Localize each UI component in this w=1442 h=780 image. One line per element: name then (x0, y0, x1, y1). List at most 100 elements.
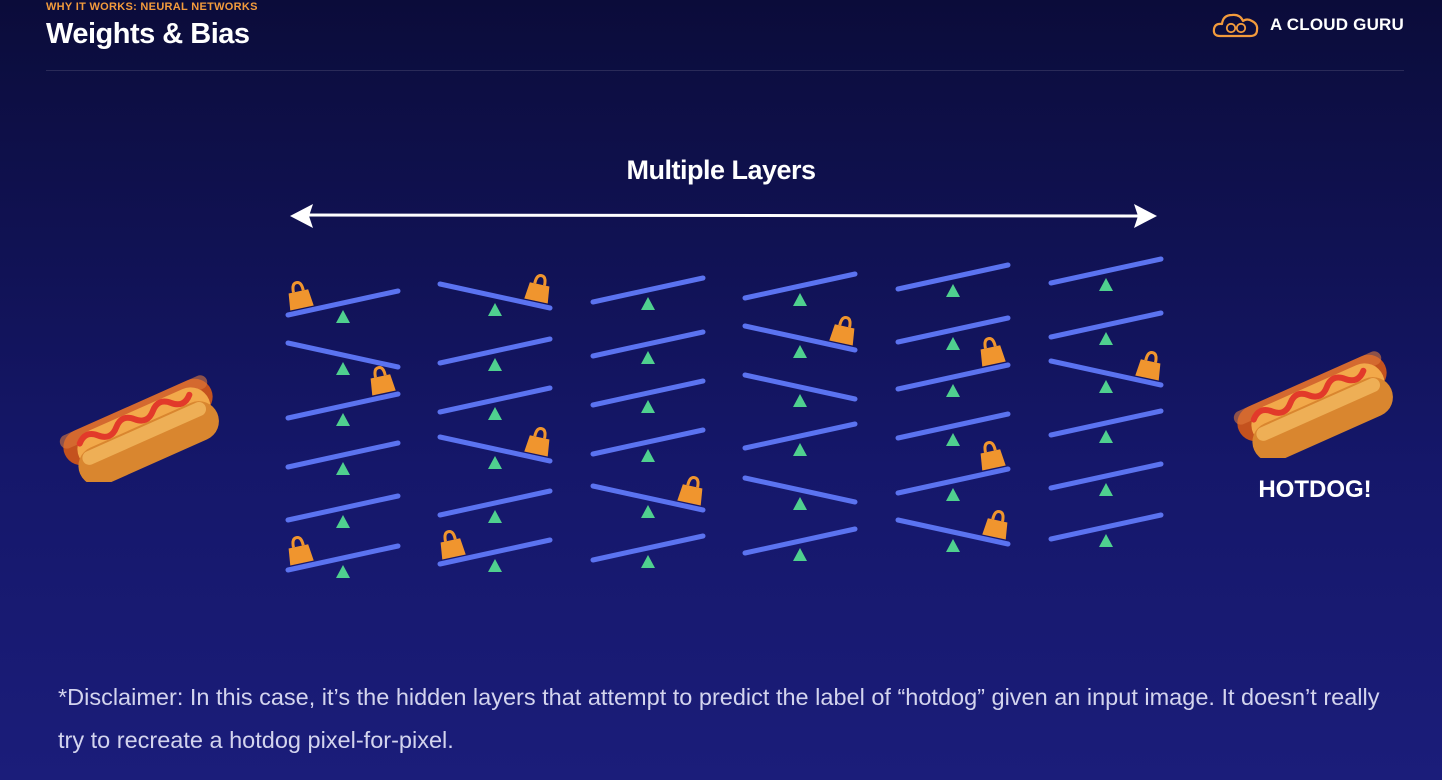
slide-kicker: WHY IT WORKS: NEURAL NETWORKS (46, 1, 258, 13)
fulcrum-icon (1099, 278, 1113, 291)
weight-icon (288, 535, 314, 566)
fulcrum-icon (1099, 430, 1113, 443)
weight-icon (980, 336, 1006, 367)
seesaw-weight (1048, 408, 1164, 443)
brand-logo: A CLOUD GURU (1212, 10, 1404, 40)
beam (895, 466, 1011, 496)
seesaw-weight (1048, 310, 1164, 345)
input-hotdog-icon (59, 375, 219, 482)
beam (742, 421, 858, 451)
beam (590, 533, 706, 563)
fulcrum-icon (946, 337, 960, 350)
fulcrum-icon (336, 413, 350, 426)
seesaw-weight (590, 275, 706, 310)
fulcrum-icon (641, 505, 655, 518)
beam (590, 378, 706, 408)
beam (742, 323, 858, 353)
weight-icon (829, 315, 855, 346)
weight-icon (288, 280, 314, 311)
weight-icon (1135, 350, 1161, 381)
seesaw-weight (590, 427, 706, 462)
seesaw-weight (437, 336, 553, 371)
cloud-logo-icon (1212, 13, 1259, 38)
seesaw-weight (742, 475, 858, 510)
fulcrum-icon (336, 362, 350, 375)
fulcrum-icon (793, 548, 807, 561)
seesaw-weight (437, 385, 553, 420)
weight-icon (524, 426, 550, 457)
beam (742, 526, 858, 556)
seesaw-weight (285, 340, 401, 375)
weight-icon (677, 475, 703, 506)
beam (590, 483, 706, 513)
output-hotdog-icon (1233, 351, 1393, 458)
seesaw-weight (1048, 350, 1164, 393)
fulcrum-icon (336, 515, 350, 528)
beam (437, 281, 553, 311)
fulcrum-icon (946, 539, 960, 552)
fulcrum-icon (488, 559, 502, 572)
seesaw-weight (742, 271, 858, 306)
seesaw-weight (590, 533, 706, 568)
fulcrum-icon (488, 407, 502, 420)
beam (895, 362, 1011, 392)
fulcrum-icon (336, 462, 350, 475)
beam (285, 543, 401, 573)
seesaw-weight (590, 475, 706, 518)
seesaw-weight (1048, 512, 1164, 547)
seesaw-weight (285, 440, 401, 475)
beam (285, 340, 401, 370)
seesaw-weight (285, 365, 401, 426)
beam (590, 427, 706, 457)
beam (437, 385, 553, 415)
seesaw-weight (590, 329, 706, 364)
fulcrum-icon (641, 555, 655, 568)
beam (437, 488, 553, 518)
beam (590, 329, 706, 359)
seesaw-weight (1048, 461, 1164, 496)
diagram-heading: Multiple Layers (626, 155, 816, 185)
beam (437, 434, 553, 464)
beam (895, 315, 1011, 345)
seesaw-weight (1048, 256, 1164, 291)
beam (895, 411, 1011, 441)
seesaw-weight (895, 315, 1011, 350)
fulcrum-icon (793, 345, 807, 358)
fulcrum-icon (488, 456, 502, 469)
fulcrum-icon (488, 510, 502, 523)
fulcrum-icon (336, 310, 350, 323)
beam (1048, 461, 1164, 491)
seesaw-weight (437, 426, 553, 469)
seesaw-weight (742, 372, 858, 407)
header-divider (46, 70, 1404, 71)
seesaw-weight (285, 535, 401, 578)
fulcrum-icon (946, 433, 960, 446)
seesaw-weight (285, 493, 401, 528)
weight-icon (370, 365, 396, 396)
fulcrum-icon (946, 488, 960, 501)
seesaw-weight (895, 440, 1011, 501)
beam (285, 440, 401, 470)
beam (285, 288, 401, 318)
fulcrum-icon (793, 443, 807, 456)
fulcrum-icon (488, 303, 502, 316)
seesaw-weight (895, 336, 1011, 397)
output-label: HOTDOG! (1258, 476, 1372, 503)
weight-icon (440, 529, 466, 560)
beam (437, 537, 553, 567)
weight-icon (982, 509, 1008, 540)
beam (742, 372, 858, 402)
disclaimer-text: *Disclaimer: In this case, it’s the hidd… (58, 684, 1380, 753)
seesaw-weight (895, 509, 1011, 552)
fulcrum-icon (336, 565, 350, 578)
fulcrum-icon (488, 358, 502, 371)
fulcrum-icon (793, 293, 807, 306)
seesaw-weight (437, 273, 553, 316)
seesaw-weight (285, 280, 401, 323)
beam (1048, 512, 1164, 542)
fulcrum-icon (946, 284, 960, 297)
fulcrum-icon (641, 297, 655, 310)
fulcrum-icon (793, 394, 807, 407)
fulcrum-icon (793, 497, 807, 510)
seesaw-weight (742, 421, 858, 456)
